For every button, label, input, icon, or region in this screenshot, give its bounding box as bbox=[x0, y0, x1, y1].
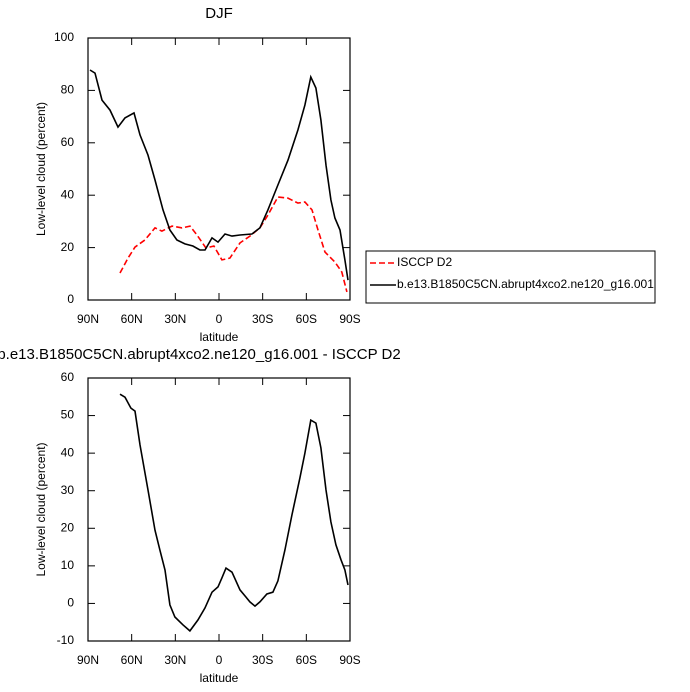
y-tick-label: 20 bbox=[61, 520, 75, 534]
y-tick-label: 40 bbox=[61, 445, 75, 459]
x-tick-label: 30N bbox=[164, 653, 186, 667]
x-tick-label: 90N bbox=[77, 653, 99, 667]
y-axis-label: Low-level cloud (percent) bbox=[34, 442, 48, 576]
x-axis-label: latitude bbox=[200, 330, 239, 344]
y-tick-label: 50 bbox=[61, 408, 75, 422]
y-tick-label: 80 bbox=[61, 83, 75, 97]
legend-label: ISCCP D2 bbox=[397, 255, 452, 269]
legend-label: b.e13.B1850C5CN.abrupt4xco2.ne120_g16.00… bbox=[397, 277, 654, 291]
y-tick-label: 60 bbox=[61, 135, 75, 149]
y-tick-label: 40 bbox=[61, 187, 75, 201]
x-tick-label: 30N bbox=[164, 312, 186, 326]
x-tick-label: 60N bbox=[121, 312, 143, 326]
x-tick-label: 60S bbox=[296, 312, 317, 326]
y-tick-label: 60 bbox=[61, 370, 75, 384]
x-tick-label: 60N bbox=[121, 653, 143, 667]
data-line bbox=[89, 69, 349, 281]
y-tick-label: 10 bbox=[61, 558, 75, 572]
x-tick-label: 90S bbox=[339, 653, 360, 667]
y-tick-label: 20 bbox=[61, 240, 75, 254]
x-tick-label: 0 bbox=[216, 312, 223, 326]
y-tick-label: 30 bbox=[61, 483, 75, 497]
plot-frame bbox=[87, 377, 351, 642]
chart-title: b.e13.B1850C5CN.abrupt4xco2.ne120_g16.00… bbox=[0, 346, 401, 363]
y-tick-label: 0 bbox=[67, 596, 74, 610]
y-tick-label: -10 bbox=[57, 633, 75, 647]
data-line bbox=[119, 196, 348, 293]
y-axis-label: Low-level cloud (percent) bbox=[34, 102, 48, 236]
y-tick-label: 0 bbox=[67, 292, 74, 306]
x-tick-label: 30S bbox=[252, 653, 273, 667]
x-tick-label: 90S bbox=[339, 312, 360, 326]
x-axis-label: latitude bbox=[200, 671, 239, 685]
data-line bbox=[119, 393, 349, 633]
x-tick-label: 60S bbox=[296, 653, 317, 667]
x-tick-label: 30S bbox=[252, 312, 273, 326]
x-tick-label: 0 bbox=[216, 653, 223, 667]
y-tick-label: 100 bbox=[54, 30, 74, 44]
x-tick-label: 90N bbox=[77, 312, 99, 326]
legend-box bbox=[365, 250, 656, 304]
chart-title: DJF bbox=[205, 5, 233, 22]
